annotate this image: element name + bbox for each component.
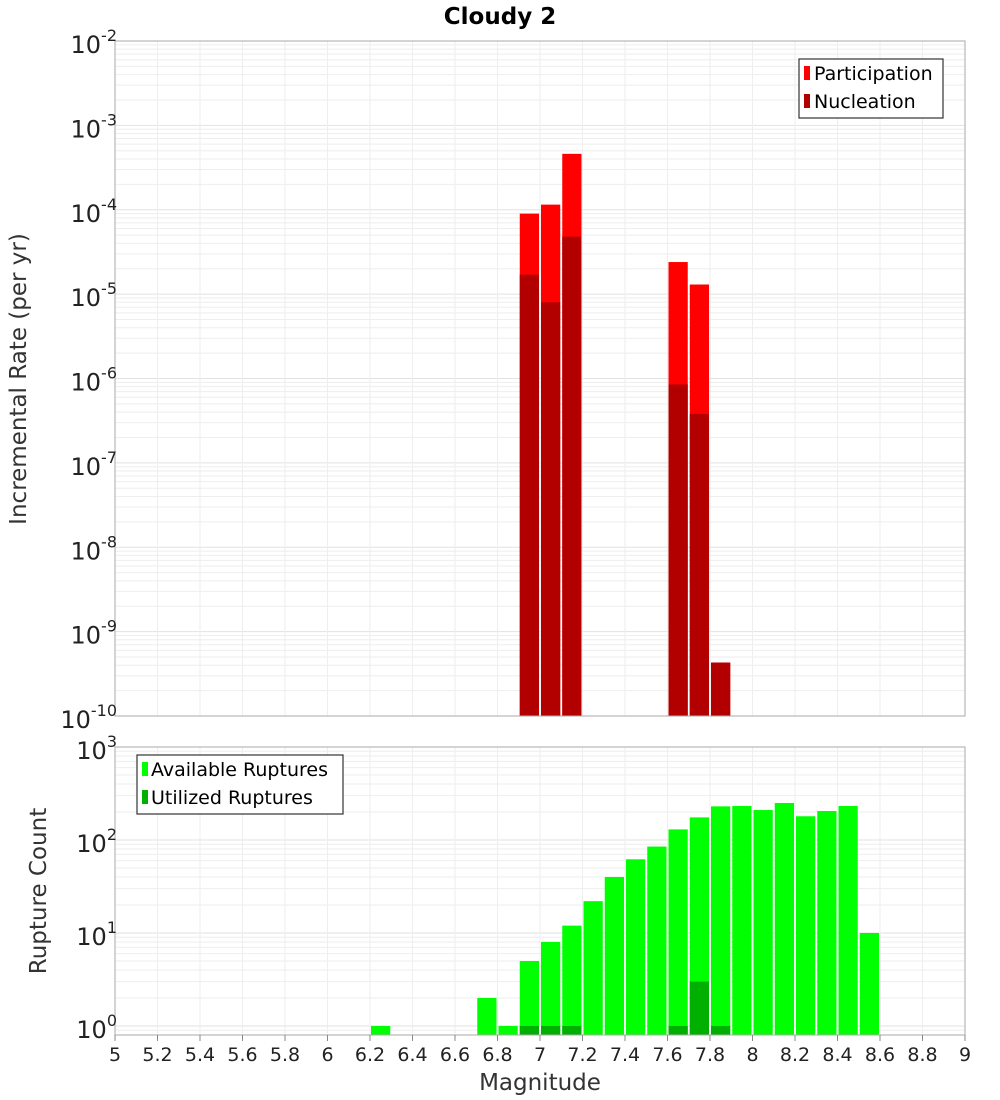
x-tick-label: 5.6 <box>227 1044 257 1066</box>
utilized-ruptures-bar <box>711 1025 731 1035</box>
available-ruptures-bar <box>668 829 688 1035</box>
nucleation-legend-swatch <box>804 94 810 108</box>
rate-grid <box>114 41 966 717</box>
x-tick-label: 9 <box>959 1044 971 1066</box>
available-ruptures-bar <box>498 1025 518 1035</box>
available-ruptures-bar <box>583 901 603 1035</box>
y-tick-label: 10-10 <box>60 701 117 734</box>
x-tick-label: 6 <box>321 1044 333 1066</box>
chart-title: Cloudy 2 <box>444 4 556 30</box>
available-ruptures-bar <box>371 1025 391 1035</box>
nucleation-bar <box>711 662 731 716</box>
available-ruptures-bar <box>689 817 709 1035</box>
count-legend-box <box>136 754 344 815</box>
nucleation-bar <box>689 413 709 716</box>
available-ruptures-bar <box>711 806 731 1035</box>
nucleation-bar <box>519 274 539 716</box>
x-tick-label: 7.4 <box>610 1044 640 1066</box>
count-bars <box>371 802 879 1035</box>
nucleation-legend-label: Nucleation <box>814 91 916 113</box>
utilized-ruptures-bar <box>668 1025 688 1035</box>
nucleation-bar <box>562 236 582 716</box>
rate-y-axis-label: Incremental Rate (per yr) <box>6 233 32 525</box>
y-tick-label: 10-7 <box>71 448 118 481</box>
y-tick-label: 102 <box>76 825 117 858</box>
x-tick-label: 8.2 <box>780 1044 810 1066</box>
x-tick-label: 6.8 <box>482 1044 512 1066</box>
x-tick-label: 8.8 <box>907 1044 937 1066</box>
available-ruptures-bar <box>753 810 773 1035</box>
utilized-legend-label: Utilized Ruptures <box>151 787 313 809</box>
utilized-ruptures-bar <box>519 1025 539 1035</box>
utilized-ruptures-bar <box>562 1025 582 1035</box>
x-tick-label: 6.4 <box>397 1044 427 1066</box>
y-tick-label: 100 <box>76 1011 117 1044</box>
x-tick-label: 6.2 <box>355 1044 385 1066</box>
utilized-legend-swatch <box>142 790 148 804</box>
x-tick-label: 7.8 <box>695 1044 725 1066</box>
rate-legend-box <box>798 58 944 119</box>
x-tick-label: 5 <box>109 1044 121 1066</box>
y-tick-label: 103 <box>76 732 117 765</box>
y-tick-label: 10-5 <box>71 279 118 312</box>
x-tick-label: 7.2 <box>567 1044 597 1066</box>
available-ruptures-bar <box>838 806 858 1035</box>
x-tick-label: 5.4 <box>185 1044 215 1066</box>
magnitude-x-ticks: 5 5.2 5.4 5.6 5.8 6 6.2 6.4 6.6 6.8 7 7.2 7.4 7.6 7.8 8… <box>109 1035 971 1066</box>
y-tick-label: 10-9 <box>71 617 118 650</box>
available-ruptures-bar <box>796 816 816 1035</box>
participation-legend-label: Participation <box>814 63 933 85</box>
available-ruptures-bar <box>774 802 794 1035</box>
y-tick-label: 10-3 <box>71 110 118 143</box>
x-tick-label: 5.2 <box>142 1044 172 1066</box>
y-tick-label: 10-6 <box>71 364 118 397</box>
rate-panel: 10-10 10-9 10-8 10-7 10-6 10-5 10-4 10-3 10-2 In… <box>6 26 966 734</box>
y-tick-label: 10-2 <box>71 26 118 59</box>
x-axis-label: Magnitude <box>479 1070 601 1096</box>
available-ruptures-bar <box>817 811 837 1035</box>
count-y-ticks: 100 101 102 103 <box>76 732 117 1044</box>
rate-plot-frame <box>114 40 966 717</box>
count-y-axis-label: Rupture Count <box>26 808 52 974</box>
x-tick-label: 5.8 <box>270 1044 300 1066</box>
y-tick-label: 10-4 <box>71 195 118 228</box>
utilized-ruptures-bar <box>689 981 709 1035</box>
available-ruptures-bar <box>562 925 582 1035</box>
available-ruptures-bar <box>477 997 497 1035</box>
x-tick-label: 6.6 <box>440 1044 470 1066</box>
count-panel: 100 101 102 103 5 5.2 5.4 5.6 5.8 6 6.2 6.4 6.6 6.8 7… <box>26 732 971 1096</box>
rate-legend: Participation Nucleation <box>798 58 944 119</box>
available-ruptures-bar <box>519 960 539 1035</box>
nucleation-bar <box>668 384 688 716</box>
x-tick-label: 8.6 <box>865 1044 895 1066</box>
rate-bars <box>519 153 731 717</box>
x-tick-label: 8.4 <box>822 1044 852 1066</box>
available-ruptures-bar <box>604 877 624 1035</box>
x-tick-label: 7.6 <box>652 1044 682 1066</box>
y-tick-label: 101 <box>76 918 117 951</box>
nucleation-bar <box>541 302 561 716</box>
x-tick-label: 7 <box>534 1044 546 1066</box>
rate-y-ticks: 10-10 10-9 10-8 10-7 10-6 10-5 10-4 10-3 10-2 <box>60 26 117 734</box>
available-ruptures-bar <box>647 846 667 1035</box>
available-ruptures-bar <box>626 859 646 1035</box>
y-tick-label: 10-8 <box>71 532 118 565</box>
available-ruptures-bar <box>732 806 752 1035</box>
count-legend: Available Ruptures Utilized Ruptures <box>136 754 344 815</box>
available-ruptures-bar <box>541 942 561 1035</box>
x-tick-label: 8 <box>746 1044 758 1066</box>
utilized-ruptures-bar <box>541 1025 561 1035</box>
available-ruptures-bar <box>859 932 879 1035</box>
available-legend-label: Available Ruptures <box>151 759 328 781</box>
available-legend-swatch <box>142 762 148 776</box>
participation-legend-swatch <box>804 66 810 80</box>
